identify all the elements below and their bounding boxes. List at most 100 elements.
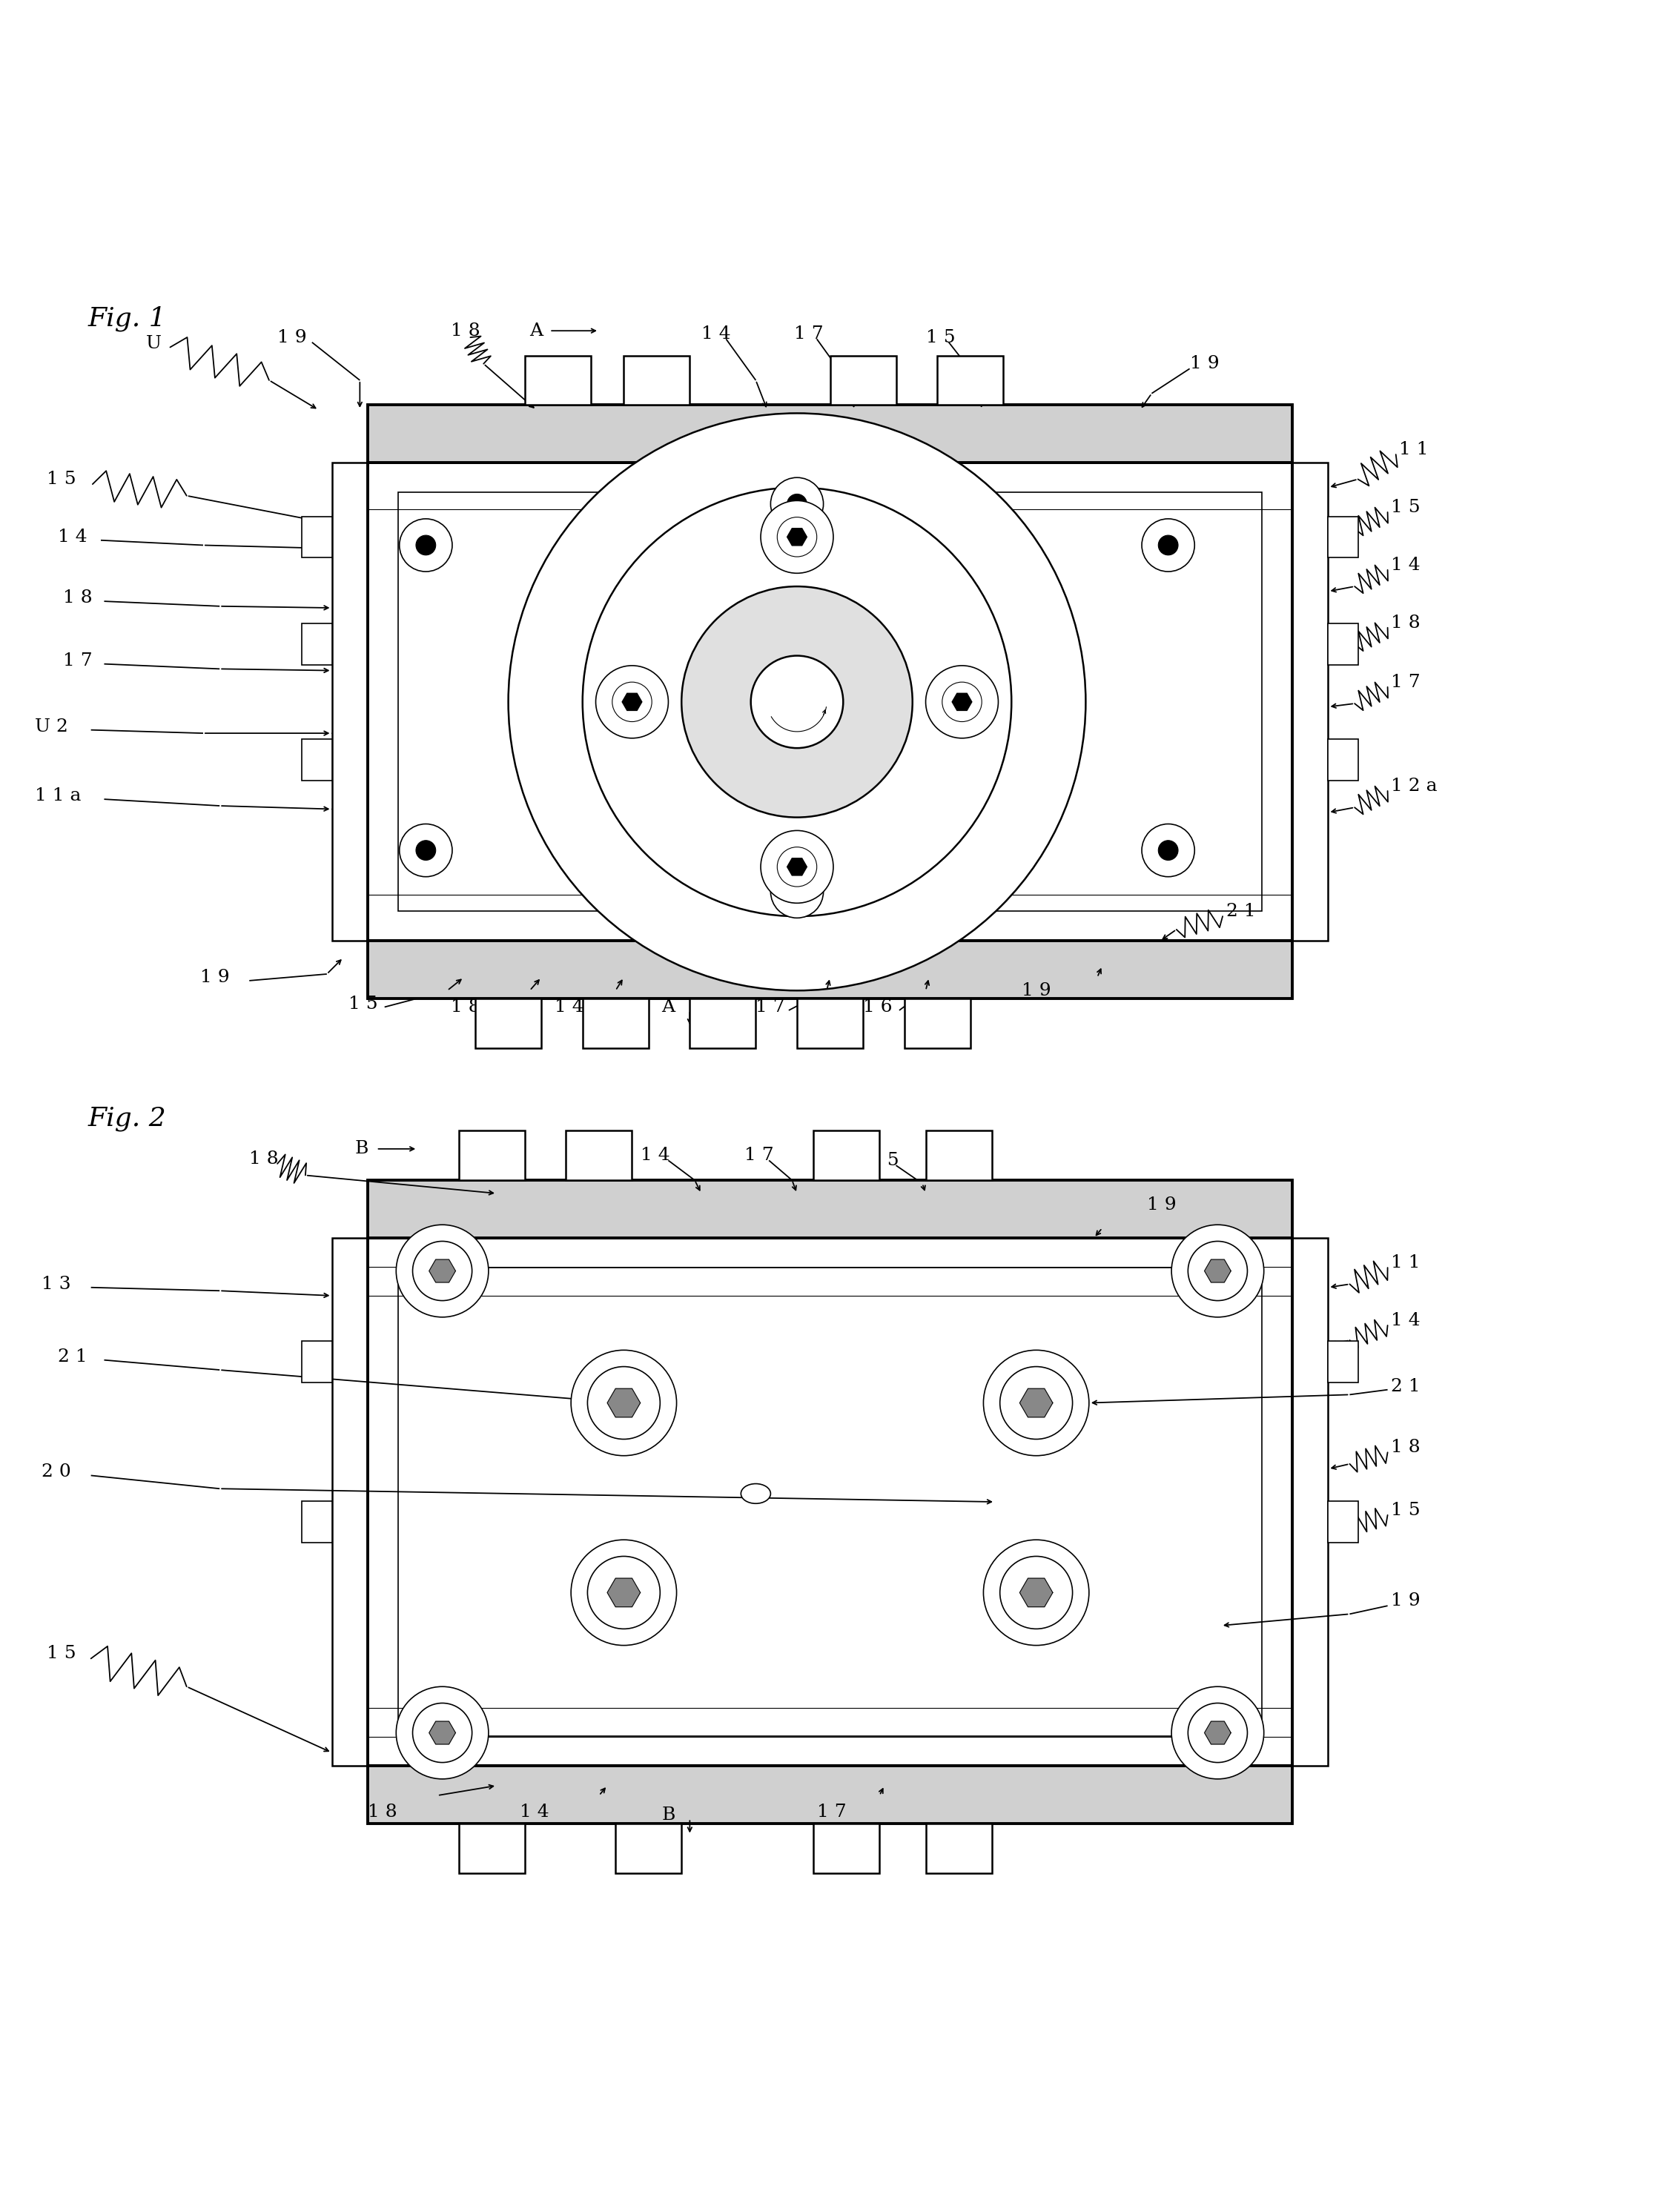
- Text: 1 7: 1 7: [744, 1148, 774, 1164]
- Text: 1 9: 1 9: [1021, 982, 1051, 1000]
- Text: 1 6: 1 6: [863, 998, 893, 1015]
- Bar: [475, 1000, 541, 1048]
- Circle shape: [417, 535, 435, 555]
- Bar: [458, 1130, 525, 1181]
- Circle shape: [1142, 520, 1195, 571]
- Circle shape: [999, 1557, 1072, 1628]
- Circle shape: [400, 823, 452, 876]
- Bar: [302, 515, 332, 557]
- Text: 2 1: 2 1: [1227, 902, 1255, 920]
- Bar: [398, 493, 1262, 911]
- Text: 1 4: 1 4: [554, 998, 584, 1015]
- Text: 1 4: 1 4: [1391, 1312, 1421, 1329]
- Circle shape: [613, 681, 652, 721]
- Polygon shape: [1205, 1259, 1230, 1283]
- Bar: [624, 356, 691, 405]
- Text: 1 5: 1 5: [926, 330, 954, 345]
- Circle shape: [508, 414, 1086, 991]
- Bar: [369, 1181, 1291, 1239]
- Circle shape: [777, 847, 817, 887]
- Text: 1 4: 1 4: [58, 529, 88, 546]
- Circle shape: [770, 478, 823, 531]
- Text: 1 5: 1 5: [349, 995, 378, 1013]
- Circle shape: [787, 883, 807, 902]
- Circle shape: [1189, 1241, 1247, 1301]
- Bar: [616, 1823, 682, 1874]
- Circle shape: [999, 1367, 1072, 1440]
- Text: 2 1: 2 1: [58, 1347, 88, 1365]
- Text: 1 5: 1 5: [46, 471, 76, 487]
- Circle shape: [413, 1241, 471, 1301]
- Circle shape: [760, 500, 833, 573]
- Bar: [797, 1000, 863, 1048]
- Bar: [1328, 515, 1358, 557]
- Text: 1 8: 1 8: [1391, 615, 1421, 630]
- Polygon shape: [1019, 1579, 1052, 1606]
- Text: 1 4: 1 4: [701, 325, 730, 343]
- Text: 1 9: 1 9: [1147, 1197, 1177, 1214]
- Text: B: B: [662, 1807, 676, 1823]
- Text: Fig. 1: Fig. 1: [88, 305, 166, 332]
- Circle shape: [417, 841, 435, 860]
- Bar: [813, 1823, 880, 1874]
- Circle shape: [400, 520, 452, 571]
- Circle shape: [583, 487, 1011, 916]
- Circle shape: [1189, 1703, 1247, 1763]
- Bar: [398, 1267, 1262, 1736]
- Bar: [1291, 1239, 1328, 1765]
- Polygon shape: [1019, 1389, 1052, 1418]
- Text: 1 4: 1 4: [641, 1148, 669, 1164]
- Text: 1 2 a: 1 2 a: [1391, 776, 1438, 794]
- Circle shape: [397, 1686, 488, 1778]
- Text: 1 8: 1 8: [369, 1803, 397, 1820]
- Text: 1 9: 1 9: [199, 969, 229, 987]
- Polygon shape: [608, 1579, 641, 1606]
- Text: 1 5: 1 5: [46, 1646, 76, 1661]
- Bar: [369, 940, 1291, 1000]
- Circle shape: [1142, 823, 1195, 876]
- Circle shape: [588, 1557, 661, 1628]
- Bar: [830, 356, 896, 405]
- Circle shape: [413, 1703, 471, 1763]
- Bar: [1291, 462, 1328, 940]
- Text: 1 8: 1 8: [249, 1150, 279, 1168]
- Circle shape: [787, 493, 807, 513]
- Text: 1 5: 1 5: [1391, 498, 1421, 515]
- Polygon shape: [430, 1721, 455, 1745]
- Circle shape: [983, 1349, 1089, 1455]
- Polygon shape: [787, 529, 807, 546]
- Bar: [302, 1340, 332, 1382]
- Circle shape: [760, 830, 833, 902]
- Circle shape: [588, 1367, 661, 1440]
- Circle shape: [1172, 1686, 1263, 1778]
- Text: 1 8: 1 8: [450, 323, 480, 338]
- Text: 1 5: 1 5: [1391, 1502, 1421, 1520]
- Bar: [813, 1130, 880, 1181]
- Text: 1 8: 1 8: [1391, 1440, 1421, 1455]
- Text: 2 0: 2 0: [42, 1464, 71, 1480]
- Bar: [332, 462, 369, 940]
- Text: 1 8: 1 8: [450, 998, 480, 1015]
- Circle shape: [983, 1540, 1089, 1646]
- Text: 1 7: 1 7: [793, 325, 823, 343]
- Text: 1 9: 1 9: [1190, 356, 1218, 372]
- Text: 1 1 a: 1 1 a: [35, 787, 81, 805]
- Text: 1 1: 1 1: [1399, 440, 1429, 458]
- Circle shape: [571, 1540, 677, 1646]
- Bar: [583, 1000, 649, 1048]
- Circle shape: [596, 666, 669, 739]
- Circle shape: [571, 1349, 677, 1455]
- Polygon shape: [787, 858, 807, 876]
- Bar: [332, 1239, 369, 1765]
- Bar: [369, 405, 1291, 462]
- Text: 1 5: 1 5: [870, 1152, 900, 1168]
- Text: U: U: [146, 336, 163, 352]
- Bar: [302, 624, 332, 666]
- Text: 1 8: 1 8: [63, 588, 93, 606]
- Circle shape: [1159, 841, 1179, 860]
- Polygon shape: [430, 1259, 455, 1283]
- Bar: [1328, 1502, 1358, 1542]
- Text: 1 9: 1 9: [277, 330, 307, 345]
- Text: 1 1: 1 1: [1391, 1254, 1421, 1272]
- Bar: [1328, 1340, 1358, 1382]
